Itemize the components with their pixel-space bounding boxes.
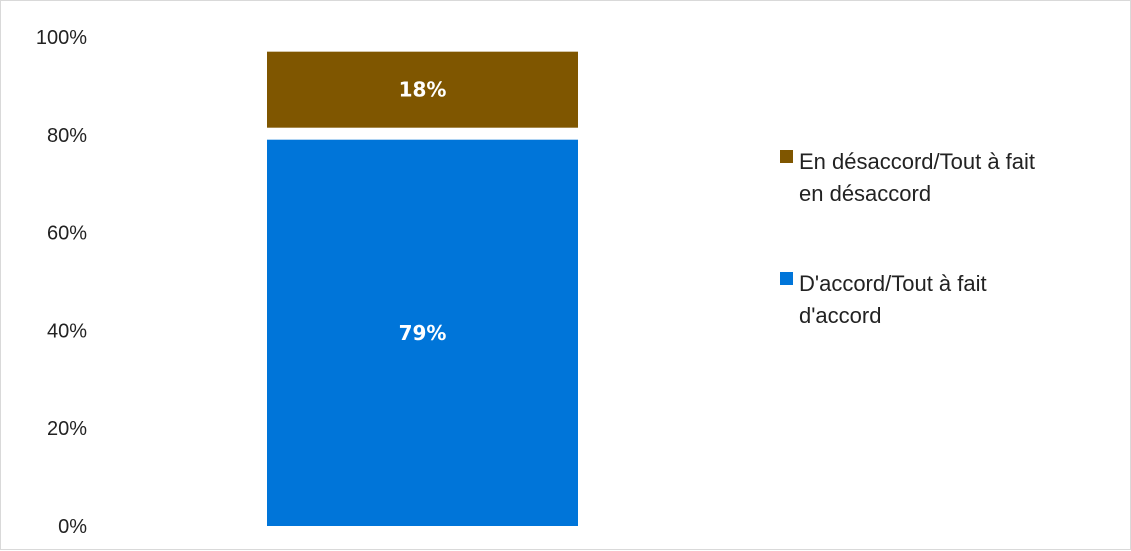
y-axis: 0% 20% 40% 60% 80% 100% bbox=[36, 27, 87, 538]
legend-item: En désaccord/Tout à fait en désaccord bbox=[780, 149, 1035, 206]
legend: En désaccord/Tout à fait en désaccord D'ac… bbox=[780, 149, 1035, 328]
y-tick-label: 60% bbox=[47, 223, 87, 245]
legend-label: En désaccord/Tout à fait bbox=[799, 149, 1035, 174]
data-labels: 79% 18% bbox=[399, 78, 447, 345]
y-tick-label: 20% bbox=[47, 418, 87, 440]
legend-item: D'accord/Tout à fait d'accord bbox=[780, 271, 987, 328]
y-tick-label: 40% bbox=[47, 320, 87, 342]
y-tick-label: 100% bbox=[36, 27, 87, 49]
data-label: 18% bbox=[399, 78, 447, 102]
y-tick-label: 80% bbox=[47, 125, 87, 147]
y-tick-label: 0% bbox=[58, 516, 87, 538]
bars bbox=[267, 51, 578, 526]
legend-label: d'accord bbox=[799, 303, 881, 328]
bar-segment bbox=[267, 139, 578, 526]
legend-label: D'accord/Tout à fait bbox=[799, 271, 987, 296]
bar-segment bbox=[267, 51, 578, 128]
data-label: 79% bbox=[399, 321, 447, 345]
legend-swatch bbox=[780, 272, 793, 285]
legend-label: en désaccord bbox=[799, 181, 931, 206]
legend-swatch bbox=[780, 150, 793, 163]
